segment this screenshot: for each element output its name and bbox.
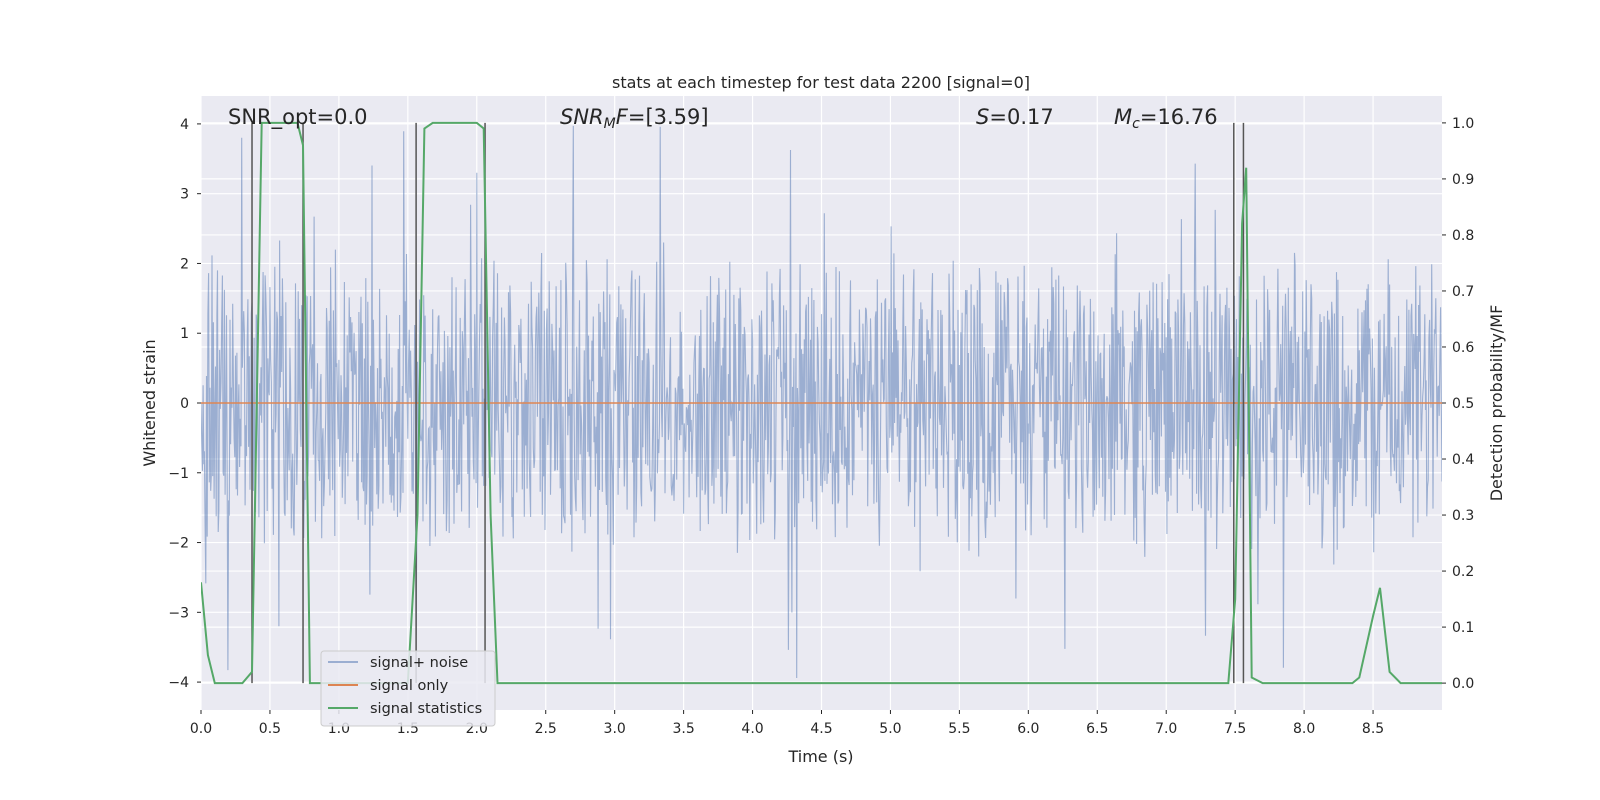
y2-axis-ticks: 0.0 0.1 0.2 0.3 0.4 0.5 0.6 0.7 0.8 0.9 1.0 bbox=[1442, 116, 1474, 692]
legend-label-signal-plus-noise: signal+ noise bbox=[370, 655, 468, 671]
y-tick-label: 1 bbox=[180, 326, 189, 342]
y2-tick-label: 0.0 bbox=[1452, 676, 1474, 692]
y2-tick-label: 0.5 bbox=[1452, 396, 1474, 412]
plot-content bbox=[201, 121, 1442, 685]
annotation-snr-mf: SNRMF=[3.59] bbox=[560, 105, 709, 132]
x-axis-ticks: 0.0 0.5 1.0 1.5 2.0 2.5 3.0 3.5 4.0 4.5 5.0 5.5 6.0 6… bbox=[190, 710, 1384, 737]
y-axis-label: Whitened strain bbox=[140, 339, 159, 466]
y-axis-ticks: −4 −3 −2 −1 0 1 2 3 4 bbox=[168, 117, 201, 691]
x-tick-label: 0.0 bbox=[190, 721, 212, 737]
y2-tick-label: 1.0 bbox=[1452, 116, 1474, 132]
legend-box bbox=[320, 650, 496, 727]
y-tick-label: −2 bbox=[168, 536, 189, 552]
y-tick-label: −3 bbox=[168, 605, 189, 621]
x-tick-label: 5.0 bbox=[879, 721, 901, 737]
y2-tick-label: 0.1 bbox=[1452, 620, 1474, 636]
x-tick-label: 7.5 bbox=[1224, 721, 1246, 737]
legend-label-signal-only: signal only bbox=[370, 678, 449, 694]
x-tick-label: 5.5 bbox=[948, 721, 970, 737]
y2-tick-label: 0.4 bbox=[1452, 452, 1474, 468]
y-tick-label: 2 bbox=[180, 256, 189, 272]
annotation-snr-opt: SNR_opt=0.0 bbox=[228, 105, 368, 130]
y-tick-label: 3 bbox=[180, 187, 189, 203]
x-tick-label: 7.0 bbox=[1155, 721, 1177, 737]
y2-tick-label: 0.2 bbox=[1452, 564, 1474, 580]
series-signal-statistics bbox=[201, 121, 1442, 685]
annotation-s: S=0.17 bbox=[976, 105, 1054, 129]
annotation-mc: Mc=16.76 bbox=[1114, 105, 1218, 132]
x-tick-label: 3.0 bbox=[604, 721, 626, 737]
x-tick-label: 8.5 bbox=[1362, 721, 1384, 737]
y2-tick-label: 0.8 bbox=[1452, 228, 1474, 244]
x-tick-label: 3.5 bbox=[672, 721, 694, 737]
y-tick-label: 4 bbox=[180, 117, 189, 133]
x-tick-label: 4.0 bbox=[741, 721, 763, 737]
chart-title: stats at each timestep for test data 220… bbox=[612, 73, 1030, 92]
x-tick-label: 8.0 bbox=[1293, 721, 1315, 737]
x-tick-label: 6.0 bbox=[1017, 721, 1039, 737]
legend-label-signal-statistics: signal statistics bbox=[370, 701, 482, 717]
legend: signal+ noise signal only signal statist… bbox=[320, 650, 496, 727]
x-tick-label: 2.5 bbox=[535, 721, 557, 737]
y2-tick-label: 0.9 bbox=[1452, 172, 1474, 188]
x-tick-label: 6.5 bbox=[1086, 721, 1108, 737]
y2-tick-label: 0.3 bbox=[1452, 508, 1474, 524]
y2-axis-label: Detection probability/MF bbox=[1487, 305, 1506, 502]
y-tick-label: −4 bbox=[168, 675, 189, 691]
series-signal-plus-noise bbox=[201, 125, 1442, 679]
y-tick-label: 0 bbox=[180, 396, 189, 412]
x-tick-label: 4.5 bbox=[810, 721, 832, 737]
y-tick-label: −1 bbox=[168, 466, 189, 482]
x-tick-label: 0.5 bbox=[259, 721, 281, 737]
y2-tick-label: 0.6 bbox=[1452, 340, 1474, 356]
x-axis-label: Time (s) bbox=[787, 747, 853, 766]
y2-tick-label: 0.7 bbox=[1452, 284, 1474, 300]
